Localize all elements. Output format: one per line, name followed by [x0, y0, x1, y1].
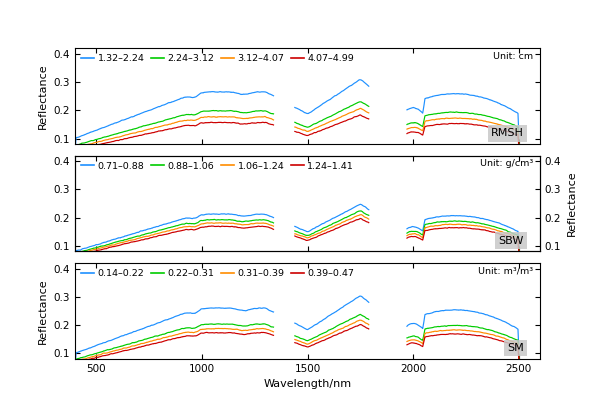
- Legend: 1.32–2.24, 2.24–3.12, 3.12–4.07, 4.07–4.99: 1.32–2.24, 2.24–3.12, 3.12–4.07, 4.07–4.…: [80, 53, 356, 65]
- Y-axis label: Reflectance: Reflectance: [38, 63, 48, 129]
- X-axis label: Wavelength/nm: Wavelength/nm: [263, 379, 352, 389]
- Text: SBW: SBW: [499, 236, 524, 246]
- Text: SM: SM: [507, 343, 524, 353]
- Y-axis label: Reflectance: Reflectance: [567, 171, 577, 236]
- Y-axis label: Reflectance: Reflectance: [38, 278, 48, 344]
- Text: Unit: m³/m³: Unit: m³/m³: [478, 266, 533, 275]
- Text: Unit: cm: Unit: cm: [493, 52, 533, 61]
- Text: Unit: g/cm³: Unit: g/cm³: [480, 159, 533, 168]
- Text: RMSH: RMSH: [491, 129, 524, 138]
- Legend: 0.71–0.88, 0.88–1.06, 1.06–1.24, 1.24–1.41: 0.71–0.88, 0.88–1.06, 1.06–1.24, 1.24–1.…: [80, 160, 356, 172]
- Legend: 0.14–0.22, 0.22–0.31, 0.31–0.39, 0.39–0.47: 0.14–0.22, 0.22–0.31, 0.31–0.39, 0.39–0.…: [80, 268, 356, 279]
